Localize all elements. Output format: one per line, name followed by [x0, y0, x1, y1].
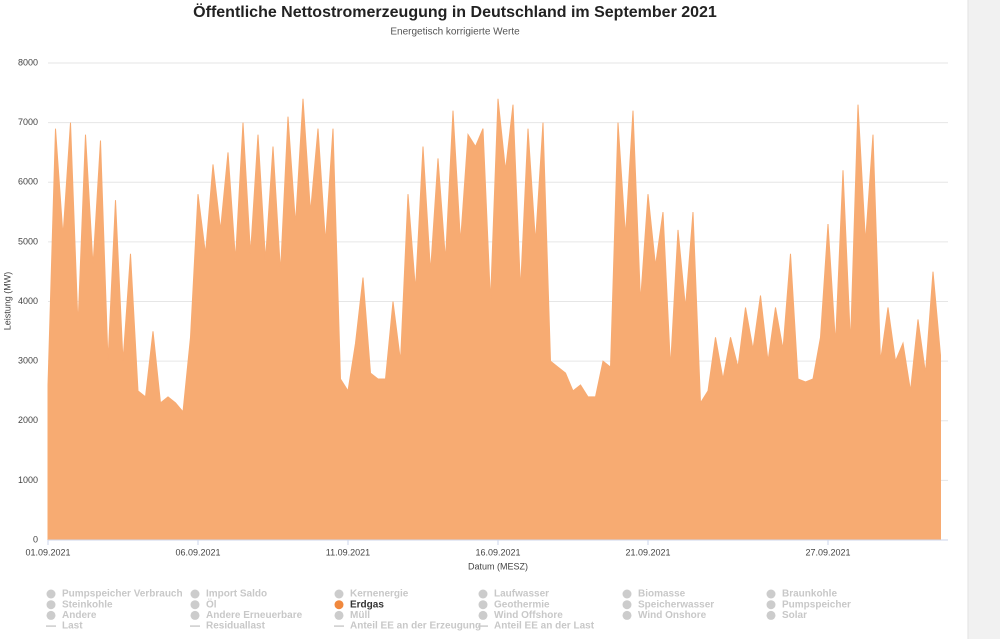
- legend-item[interactable]: Anteil EE an der Last: [494, 621, 595, 632]
- legend-item[interactable]: Solar: [782, 610, 807, 621]
- y-tick-label: 2000: [18, 415, 38, 425]
- legend-symbol: [478, 589, 488, 599]
- legend-symbol: [190, 600, 200, 610]
- legend-item[interactable]: Steinkohle: [62, 599, 113, 610]
- legend-item[interactable]: Last: [62, 621, 83, 632]
- legend-item[interactable]: Andere: [62, 610, 97, 621]
- legend-symbol: [766, 589, 776, 599]
- legend-item[interactable]: Pumpspeicher: [782, 599, 851, 610]
- area: [47, 98, 941, 541]
- y-tick-label: 3000: [18, 356, 38, 366]
- legend-item[interactable]: Anteil EE an der Erzeugung: [350, 621, 481, 632]
- legend-symbol: [766, 610, 776, 620]
- legend-symbol: [190, 610, 200, 620]
- legend-item[interactable]: Biomasse: [638, 589, 686, 600]
- legend-item[interactable]: Müll: [350, 610, 370, 621]
- scrollbar[interactable]: [968, 0, 1000, 639]
- legend-symbol: [46, 589, 56, 599]
- legend-symbol: [478, 610, 488, 620]
- legend-item[interactable]: Andere Erneuerbare: [206, 610, 303, 621]
- legend-item[interactable]: Pumpspeicher Verbrauch: [62, 589, 183, 600]
- legend-symbol: [478, 600, 488, 610]
- y-tick-label: 0: [33, 534, 38, 544]
- legend-item[interactable]: Residuallast: [206, 621, 266, 632]
- x-tick-label: 16.09.2021: [475, 547, 520, 557]
- x-tick-label: 01.09.2021: [25, 547, 70, 557]
- y-axis-label: Leistung (MW): [2, 272, 12, 331]
- x-tick-label: 11.09.2021: [326, 547, 370, 557]
- legend-item[interactable]: Wind Onshore: [638, 610, 707, 621]
- legend-symbol: [334, 610, 344, 620]
- legend-item[interactable]: Wind Offshore: [494, 610, 563, 621]
- y-tick-label: 5000: [18, 236, 38, 246]
- x-tick-label: 27.09.2021: [805, 547, 850, 557]
- y-tick-label: 8000: [18, 57, 38, 67]
- legend-symbol: [190, 589, 200, 599]
- y-tick-label: 1000: [18, 475, 38, 485]
- legend-item[interactable]: Braunkohle: [782, 589, 837, 600]
- legend-item[interactable]: Erdgas: [350, 599, 384, 610]
- chart-subtitle: Energetisch korrigierte Werte: [390, 27, 520, 38]
- legend-symbol: [46, 600, 56, 610]
- legend-symbol: [766, 600, 776, 610]
- legend-symbol: [622, 610, 632, 620]
- legend-item[interactable]: Speicherwasser: [638, 599, 714, 610]
- legend-symbol: [46, 610, 56, 620]
- legend-symbol: [334, 600, 344, 610]
- legend-item[interactable]: Laufwasser: [494, 589, 549, 600]
- legend-symbol: [622, 589, 632, 599]
- x-axis-label: Datum (MESZ): [468, 561, 528, 571]
- chart-title: Öffentliche Nettostromerzeugung in Deuts…: [193, 2, 717, 21]
- y-tick-label: 4000: [18, 296, 38, 306]
- y-tick-label: 6000: [18, 177, 38, 187]
- legend-item[interactable]: Geothermie: [494, 599, 550, 610]
- legend-item[interactable]: Kernenergie: [350, 589, 409, 600]
- legend-symbol: [622, 600, 632, 610]
- legend-symbol: [334, 589, 344, 599]
- y-tick-label: 7000: [18, 117, 38, 127]
- x-tick-label: 06.09.2021: [175, 547, 220, 557]
- legend-item[interactable]: Öl: [206, 597, 217, 610]
- x-tick-label: 21.09.2021: [625, 547, 670, 557]
- legend-item[interactable]: Import Saldo: [206, 589, 267, 600]
